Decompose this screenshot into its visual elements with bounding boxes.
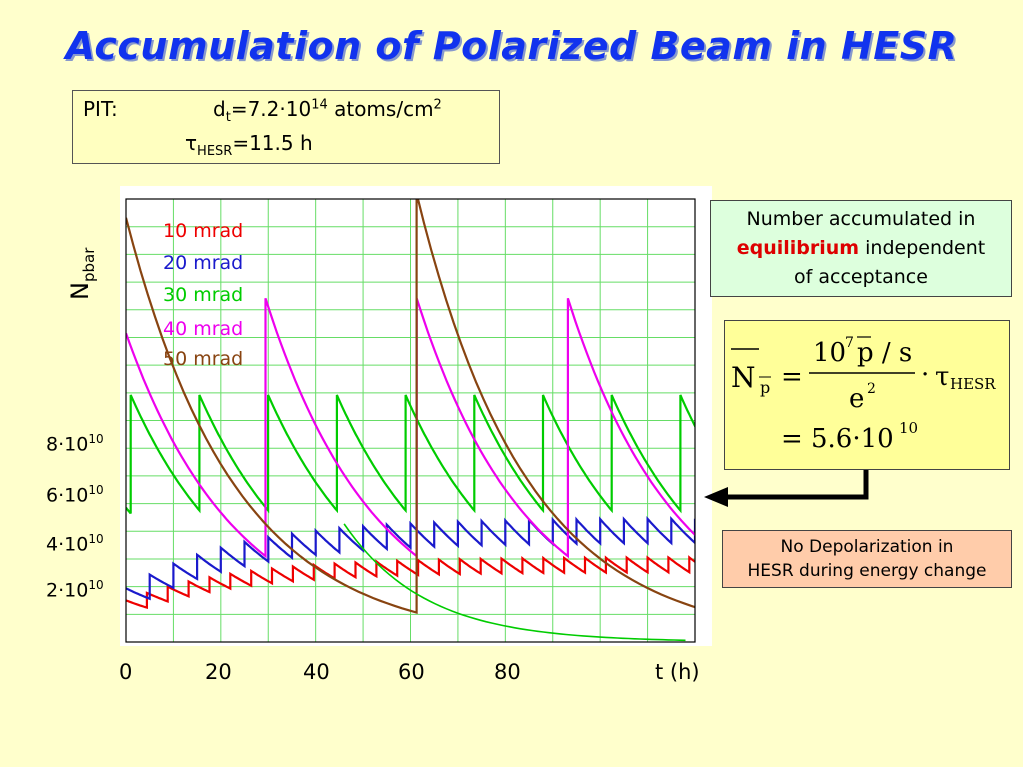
thickness-unit: atoms/cm bbox=[327, 97, 434, 121]
thickness-value: =7.2·10 bbox=[230, 97, 312, 121]
x-axis-label: t (h) bbox=[655, 660, 700, 684]
formula-num-rest: p / s bbox=[857, 338, 912, 368]
formula-result-exp: 10 bbox=[899, 419, 918, 437]
formula-eq2: = bbox=[781, 424, 803, 454]
series-line-50mrad bbox=[126, 199, 695, 614]
formula-den-base: e bbox=[849, 384, 864, 414]
formula-eq1: = bbox=[781, 362, 803, 392]
y-tick-base: 8·10 bbox=[46, 433, 89, 456]
equilibrium-note-post: independent bbox=[859, 237, 986, 259]
y-tick-base: 4·10 bbox=[46, 533, 89, 556]
depolarization-line2: HESR during energy change bbox=[747, 561, 987, 581]
formula-dot: · bbox=[921, 360, 929, 390]
x-tick-60: 60 bbox=[398, 660, 425, 684]
x-tick-40: 40 bbox=[303, 660, 330, 684]
series-line-20mrad bbox=[126, 515, 695, 601]
tau-subscript: HESR bbox=[197, 144, 233, 159]
plot-panel bbox=[120, 186, 712, 646]
equilibrium-arrow bbox=[704, 470, 869, 507]
series-line-30mrad bbox=[126, 394, 695, 515]
series-line-10mrad bbox=[126, 555, 695, 610]
x-tick-0: 0 bbox=[119, 660, 133, 684]
y-tick-exp: 10 bbox=[88, 532, 104, 546]
x-tick-20: 20 bbox=[205, 660, 232, 684]
depolarization-note: No Depolarization in HESR during energy … bbox=[722, 530, 1012, 588]
y-axis-symbol: N bbox=[66, 282, 94, 300]
equilibrium-note-line2: equilibrium independent bbox=[711, 234, 1011, 263]
hesr-lifetime: τHESR=11.5 h bbox=[185, 131, 313, 159]
formula-n-sub: p bbox=[760, 378, 770, 397]
formula-tau-sub: HESR bbox=[950, 375, 996, 393]
equilibrium-formula: N p = 10 7 p / s e 2 · τ HESR = 5.6·10 1… bbox=[731, 335, 996, 454]
legend-entry-10mrad: 10 mrad bbox=[163, 220, 244, 242]
legend-entry-50mrad: 50 mrad bbox=[163, 348, 244, 370]
accumulation-chart bbox=[125, 198, 696, 643]
tau-symbol: τ bbox=[185, 131, 198, 155]
y-tick-base: 2·10 bbox=[46, 579, 89, 602]
y-tick-6e10: 6·1010 bbox=[46, 483, 104, 506]
formula-tau: τ bbox=[935, 362, 949, 392]
legend-entry-40mrad: 40 mrad bbox=[163, 318, 244, 340]
pit-parameters-box: PIT: dt=7.2·1014 atoms/cm2 τHESR=11.5 h bbox=[72, 90, 500, 164]
tau-value: =11.5 h bbox=[232, 131, 313, 155]
thickness-symbol: d bbox=[213, 97, 226, 121]
formula-result: 5.6·10 bbox=[811, 424, 894, 454]
slide-title: Accumulation of Polarized Beam in HESR bbox=[65, 24, 958, 68]
y-tick-exp: 10 bbox=[88, 578, 104, 592]
thickness-subscript: t bbox=[225, 110, 231, 125]
y-tick-base: 6·10 bbox=[46, 484, 89, 507]
thickness-exponent: 14 bbox=[311, 97, 328, 113]
y-tick-4e10: 4·1010 bbox=[46, 532, 104, 555]
formula-num-base: 10 bbox=[813, 338, 846, 368]
equilibrium-highlight: equilibrium bbox=[736, 237, 860, 259]
equilibrium-note-line1: Number accumulated in bbox=[746, 208, 976, 230]
x-tick-80: 80 bbox=[494, 660, 521, 684]
legend-entry-20mrad: 20 mrad bbox=[163, 252, 244, 274]
formula-den-exp: 2 bbox=[867, 381, 876, 397]
equilibrium-formula-box: N p = 10 7 p / s e 2 · τ HESR = 5.6·10 1… bbox=[724, 320, 1010, 470]
plot-frame bbox=[125, 198, 696, 643]
y-tick-8e10: 8·1010 bbox=[46, 432, 104, 455]
y-axis-label: Npbar bbox=[66, 248, 98, 300]
y-tick-exp: 10 bbox=[88, 432, 104, 446]
y-tick-2e10: 2·1010 bbox=[46, 578, 104, 601]
depolarization-line1: No Depolarization in bbox=[780, 537, 954, 557]
formula-n: N bbox=[731, 361, 756, 394]
y-tick-exp: 10 bbox=[88, 483, 104, 497]
target-thickness: dt=7.2·1014 atoms/cm2 bbox=[213, 97, 442, 125]
equilibrium-note: Number accumulated in equilibrium indepe… bbox=[710, 200, 1012, 297]
pit-label: PIT: bbox=[83, 97, 118, 121]
arrow-shaft bbox=[728, 470, 869, 500]
arrow-head bbox=[704, 487, 728, 507]
y-axis-subscript: pbar bbox=[79, 247, 98, 283]
formula-num-exp: 7 bbox=[845, 335, 854, 351]
equilibrium-note-line3: of acceptance bbox=[794, 266, 928, 288]
legend-entry-30mrad: 30 mrad bbox=[163, 284, 244, 306]
thickness-unit-exponent: 2 bbox=[433, 97, 442, 113]
series-line-30mrad-single-fill bbox=[343, 523, 686, 642]
